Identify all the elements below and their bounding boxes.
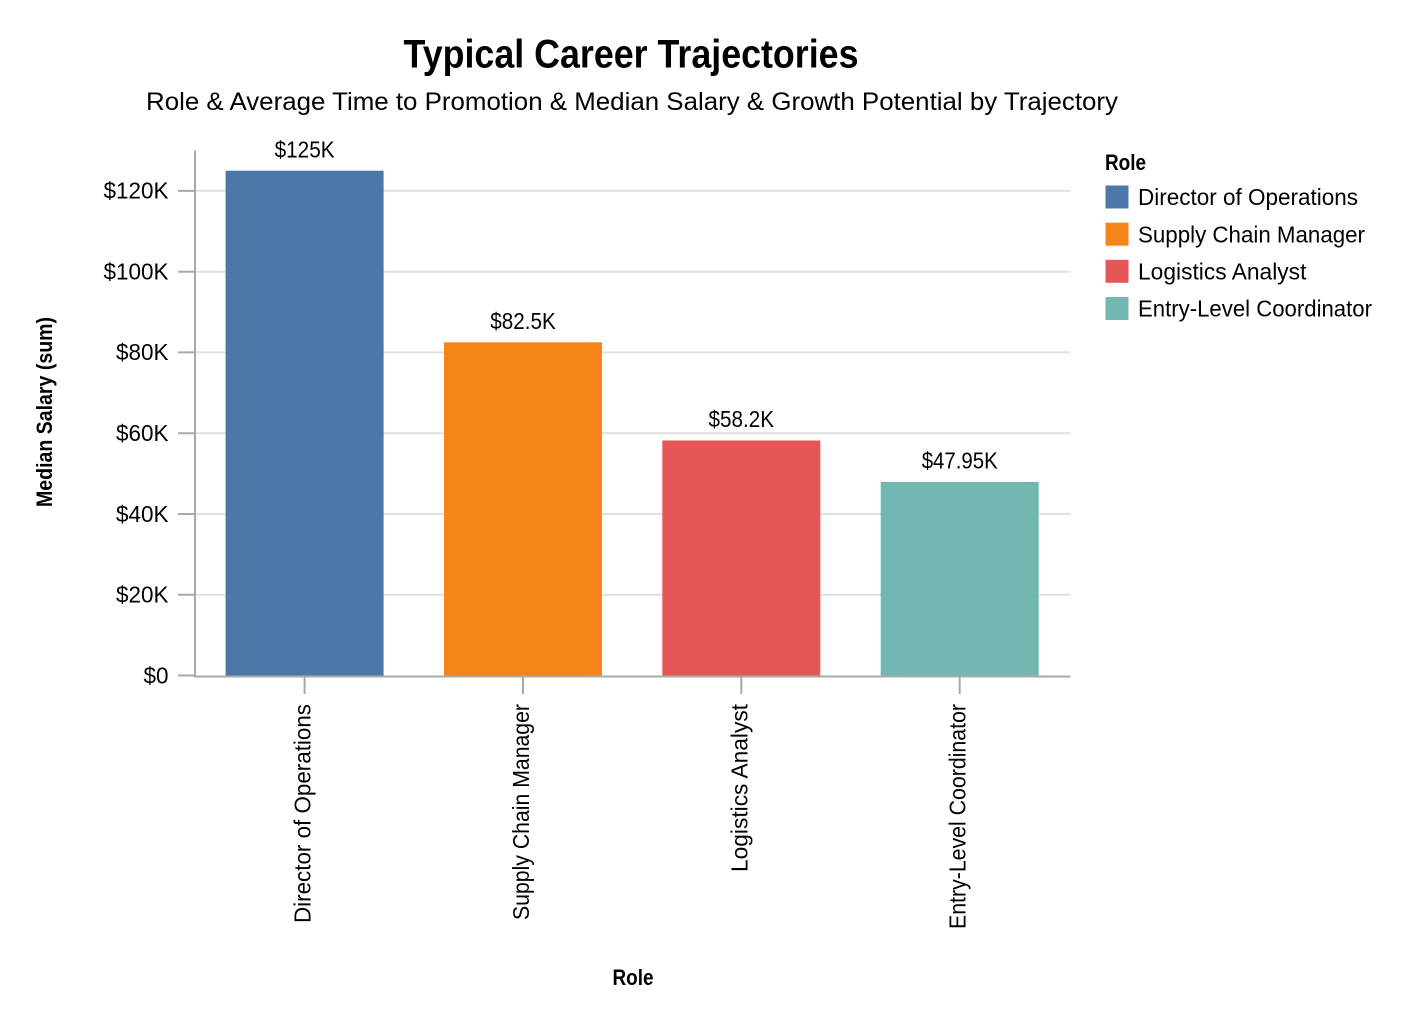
svg-text:Entry-Level Coordinator: Entry-Level Coordinator bbox=[945, 704, 971, 929]
svg-text:Director of Operations: Director of Operations bbox=[290, 704, 316, 923]
svg-text:Entry-Level Coordinator: Entry-Level Coordinator bbox=[1138, 296, 1372, 322]
svg-text:$47.95K: $47.95K bbox=[922, 448, 999, 474]
svg-text:$82.5K: $82.5K bbox=[490, 308, 556, 334]
svg-text:$20K: $20K bbox=[116, 582, 169, 608]
svg-text:Role & Average Time to Promoti: Role & Average Time to Promotion & Media… bbox=[146, 88, 1119, 116]
svg-text:$80K: $80K bbox=[116, 339, 169, 365]
svg-text:Supply Chain Manager: Supply Chain Manager bbox=[1138, 221, 1365, 247]
svg-text:Director of Operations: Director of Operations bbox=[1138, 184, 1358, 210]
svg-text:Supply Chain Manager: Supply Chain Manager bbox=[508, 704, 534, 920]
svg-text:Median Salary (sum): Median Salary (sum) bbox=[32, 317, 57, 507]
svg-text:Logistics Analyst: Logistics Analyst bbox=[1138, 259, 1307, 285]
svg-text:$0: $0 bbox=[144, 662, 169, 688]
svg-text:$120K: $120K bbox=[104, 178, 170, 204]
svg-text:Typical Career Trajectories: Typical Career Trajectories bbox=[404, 32, 859, 76]
svg-text:$58.2K: $58.2K bbox=[709, 406, 775, 432]
svg-text:$40K: $40K bbox=[116, 501, 169, 527]
svg-text:$60K: $60K bbox=[116, 420, 169, 446]
svg-text:Logistics Analyst: Logistics Analyst bbox=[726, 703, 752, 872]
svg-text:Role: Role bbox=[613, 965, 654, 990]
svg-text:$100K: $100K bbox=[104, 259, 170, 285]
svg-text:Role: Role bbox=[1105, 150, 1146, 175]
svg-text:$125K: $125K bbox=[275, 137, 336, 163]
